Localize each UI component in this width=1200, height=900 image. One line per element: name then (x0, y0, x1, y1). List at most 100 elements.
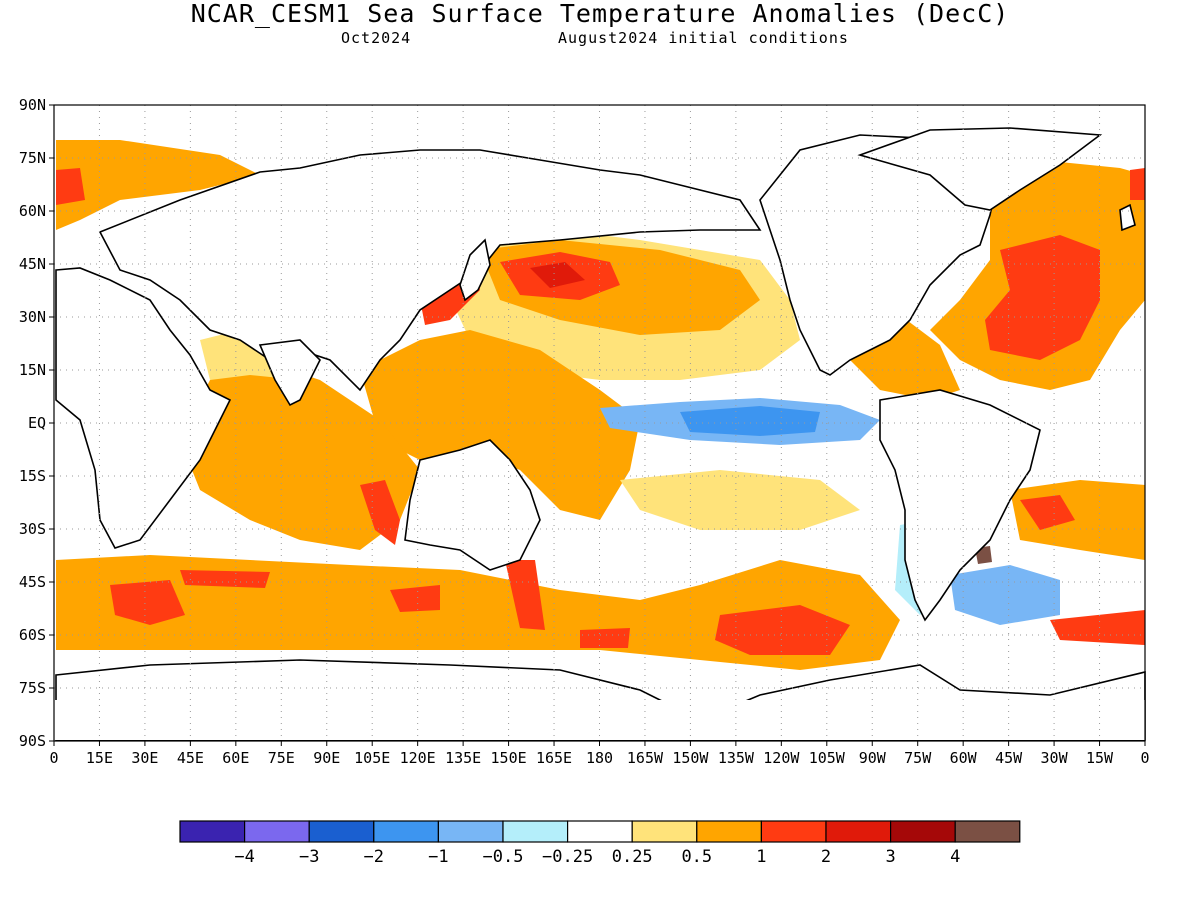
lon-tick-label: 75W (904, 749, 932, 767)
colorbar-label: −4 (234, 847, 254, 867)
anomaly-region (360, 330, 640, 520)
anomaly-region (56, 168, 85, 205)
lon-tick-label: 15E (86, 749, 113, 767)
lon-tick-label: 120E (400, 749, 436, 767)
forecast-month: Oct2024 (341, 29, 412, 47)
colorbar-label: 0.25 (612, 847, 653, 867)
lat-tick-label: 30N (19, 308, 46, 326)
lon-tick-label: 105W (809, 749, 846, 767)
colorbar-swatch (179, 820, 246, 843)
colorbar: −4 −3 −2 −1 −0.5 −0.25 0.25 0.5 1 2 3 4 (179, 820, 1021, 867)
africa-coastline (55, 267, 232, 549)
lat-tick-label: 75S (19, 679, 46, 697)
anomaly-shading (56, 140, 1145, 670)
colorbar-label: 2 (821, 847, 831, 867)
anomaly-region (680, 406, 820, 436)
anomaly-region (56, 555, 900, 670)
greenland-coastline (857, 127, 1103, 211)
colorbar-label: 1 (756, 847, 766, 867)
lon-tick-label: 0 (49, 749, 58, 767)
lat-tick-label: 15S (19, 467, 46, 485)
colorbar-swatch (954, 820, 1021, 843)
lat-tick-label: 15N (19, 361, 46, 379)
anomaly-region (530, 262, 585, 288)
uk-coastline (1119, 203, 1136, 232)
colorbar-label: −3 (299, 847, 319, 867)
continents (55, 127, 1146, 741)
lat-tick-label: 45N (19, 255, 46, 273)
lat-lon-grid (54, 105, 1145, 741)
lon-tick-label: 135W (718, 749, 755, 767)
anomaly-region (56, 140, 260, 230)
lon-tick-label: 120W (763, 749, 800, 767)
lon-tick-label: 90W (859, 749, 887, 767)
lon-tick-label: 60E (222, 749, 249, 767)
colorbar-swatch (696, 820, 762, 843)
anomaly-region (180, 570, 270, 588)
lat-tick-label: 60N (19, 202, 46, 220)
lon-tick-label: 150E (491, 749, 527, 767)
lat-tick-label: 90S (19, 732, 46, 750)
lon-tick-label: 45W (995, 749, 1023, 767)
anomaly-region (715, 605, 850, 655)
anomaly-region (580, 628, 630, 648)
colorbar-label: −2 (364, 847, 384, 867)
india-coastline (258, 339, 321, 407)
anomaly-region (620, 470, 860, 530)
anomaly-region (505, 560, 545, 630)
colorbar-swatch (437, 820, 504, 843)
initial-conditions: August2024 initial conditions (558, 29, 849, 47)
colorbar-swatch (502, 820, 569, 843)
anomaly-region (950, 565, 1060, 625)
colorbar-label: 0.5 (681, 847, 712, 867)
lon-tick-label: 150W (672, 749, 709, 767)
lon-tick-label: 165W (627, 749, 664, 767)
colorbar-swatch (308, 820, 375, 843)
australia-coastline (404, 439, 541, 571)
map-title: NCAR_CESM1 Sea Surface Temperature Anoma… (190, 0, 1010, 28)
lon-tick-label: 60W (950, 749, 978, 767)
colorbar-label: 4 (950, 847, 960, 867)
anomaly-region (1020, 495, 1075, 530)
lon-tick-label: 75E (268, 749, 295, 767)
lon-tick-label: 45E (177, 749, 204, 767)
lon-tick-label: 0 (1140, 749, 1149, 767)
japan-coastline (459, 238, 491, 302)
colorbar-swatch (889, 820, 956, 843)
lat-tick-label: 45S (19, 573, 46, 591)
eurasia-coastline (98, 149, 762, 392)
lon-tick-label: 15W (1086, 749, 1114, 767)
lat-tick-label: 90N (19, 96, 46, 114)
colorbar-swatch (244, 820, 310, 843)
lon-tick-label: 165E (536, 749, 572, 767)
lon-tick-label: 30E (131, 749, 158, 767)
lon-tick-label: 180 (586, 749, 613, 767)
anomaly-region (1130, 168, 1145, 200)
lat-tick-label: 30S (19, 520, 46, 538)
colorbar-label: 3 (885, 847, 895, 867)
lon-tick-label: 135E (445, 749, 481, 767)
colorbar-swatch (825, 820, 892, 843)
colorbar-swatch (760, 820, 827, 843)
longitude-axis: 0 15E 30E 45E 60E 75E 90E 105E 120E 135E 150E 165E 1… (49, 741, 1150, 767)
anomaly-region (1010, 480, 1145, 560)
colorbar-label: −0.5 (483, 847, 524, 867)
lat-tick-label: 60S (19, 626, 46, 644)
latitude-axis: 90N 75N 60N 45N 30N 15N EQ 15S 30S 45S 60S 75S 90S (19, 96, 54, 750)
lat-tick-label: 75N (19, 149, 46, 167)
south-america-coastline (879, 389, 1041, 622)
anomaly-region (390, 585, 440, 612)
colorbar-label: −1 (428, 847, 448, 867)
anomaly-region (180, 360, 420, 550)
colorbar-swatch (566, 820, 633, 843)
lat-tick-label: EQ (28, 414, 46, 432)
colorbar-swatch (631, 820, 698, 843)
anomaly-region (110, 580, 185, 625)
anomaly-region (1050, 610, 1145, 645)
lon-tick-label: 30W (1041, 749, 1069, 767)
lon-tick-label: 90E (313, 749, 340, 767)
colorbar-label: −0.25 (542, 847, 593, 867)
anomaly-region (985, 235, 1100, 360)
colorbar-swatch (373, 820, 439, 843)
